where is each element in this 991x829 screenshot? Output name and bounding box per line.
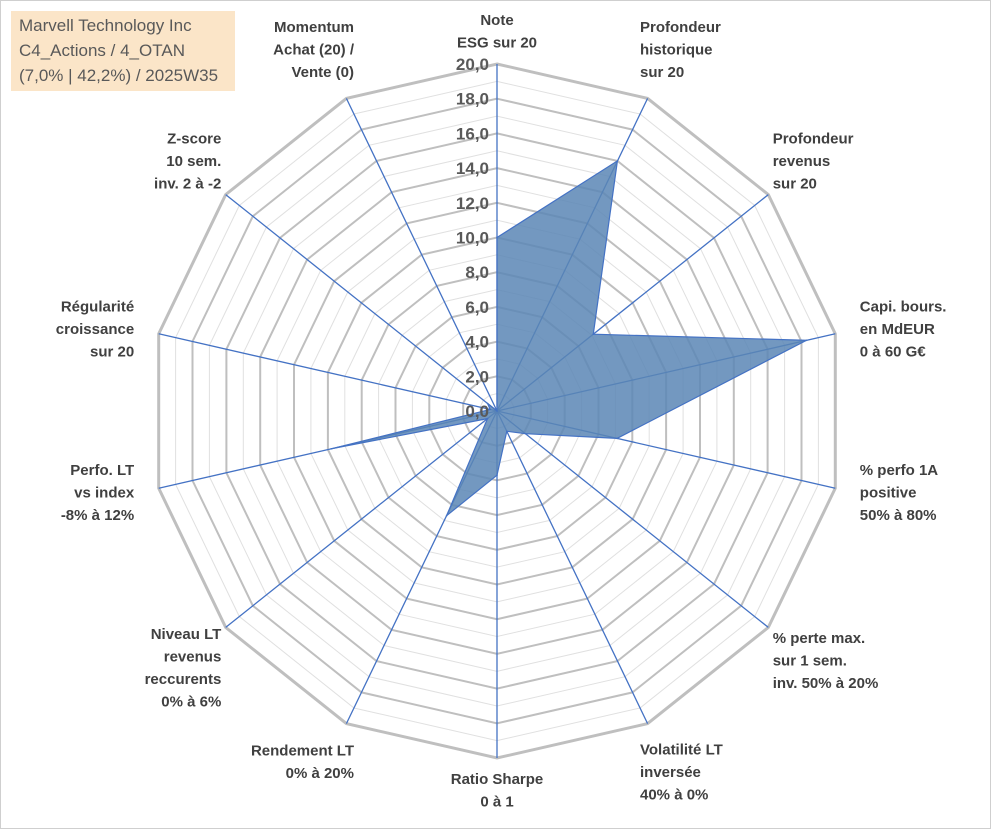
axis-label: Régularité croissance sur 20 bbox=[56, 299, 134, 361]
data-point bbox=[592, 333, 595, 336]
axis-label-line: sur 20 bbox=[640, 64, 684, 81]
axis-labels: Note ESG sur 20 Profondeur historique sur 20… bbox=[56, 12, 947, 811]
axis-label-line: Volatilité LT bbox=[640, 741, 723, 758]
chart-title-box: Marvell Technology Inc C4_Actions / 4_OT… bbox=[11, 11, 235, 91]
axis-label-line: Profondeur bbox=[640, 19, 721, 36]
axis-label-line: 0 à 1 bbox=[480, 794, 513, 811]
axis-label-line: Achat (20) / bbox=[273, 42, 355, 59]
axis-label-line: Perfo. LT bbox=[70, 462, 134, 479]
data-point bbox=[506, 430, 508, 433]
axis-label-line: Ratio Sharpe bbox=[451, 771, 544, 788]
axis-label-line: inv. 50% à 20% bbox=[773, 675, 879, 692]
axis-label-line: inv. 2 à -2 bbox=[154, 175, 221, 192]
title-line-2: C4_Actions / 4_OTAN bbox=[19, 41, 185, 60]
tick-label: 0,0 bbox=[465, 402, 489, 421]
axis-label-line: revenus bbox=[773, 153, 831, 170]
axis-label-line: positive bbox=[860, 484, 917, 501]
axis-label: Momentum Achat (20) / Vente (0) bbox=[273, 19, 355, 81]
data-point bbox=[496, 236, 498, 239]
tick-label: 8,0 bbox=[465, 263, 489, 282]
axis-label-line: % perte max. bbox=[773, 630, 866, 647]
axis-label: Niveau LT revenus reccurents 0% à 6% bbox=[145, 626, 222, 711]
axis-label-line: sur 1 sem. bbox=[773, 653, 847, 670]
axis-label-line: -8% à 12% bbox=[61, 507, 134, 524]
axis-label-line: 10 sem. bbox=[166, 153, 221, 170]
axis-label-line: inversée bbox=[640, 764, 701, 781]
data-point bbox=[496, 474, 498, 477]
axis-label-line: reccurents bbox=[145, 671, 222, 688]
tick-label: 20,0 bbox=[456, 55, 489, 74]
axis-label-line: Profondeur bbox=[773, 130, 854, 147]
axis-label: Note ESG sur 20 bbox=[457, 12, 537, 52]
data-point bbox=[496, 410, 498, 412]
axis-label: % perfo 1A positive 50% à 80% bbox=[860, 462, 939, 524]
tick-label: 12,0 bbox=[456, 194, 489, 213]
axis-label: Perfo. LT vs index -8% à 12% bbox=[61, 462, 135, 524]
axis-label-line: sur 20 bbox=[90, 344, 134, 361]
axis-label-line: en MdEUR bbox=[860, 321, 935, 338]
axis-label-line: revenus bbox=[164, 648, 222, 665]
axis-label-line: historique bbox=[640, 42, 713, 59]
tick-label: 6,0 bbox=[465, 298, 489, 317]
axis-label-line: Capi. bours. bbox=[860, 299, 947, 316]
axis-label: Profondeur revenus sur 20 bbox=[773, 130, 854, 192]
axis-label: Profondeur historique sur 20 bbox=[640, 19, 721, 81]
axis-label-line: Niveau LT bbox=[151, 626, 222, 643]
axis-spoke bbox=[225, 410, 498, 628]
axis-label-line: 50% à 80% bbox=[860, 507, 937, 524]
data-point bbox=[489, 408, 492, 411]
axis-spoke bbox=[158, 333, 498, 412]
axis-label-line: 40% à 0% bbox=[640, 786, 708, 803]
axis-label: % perte max. sur 1 sem. inv. 50% à 20% bbox=[773, 630, 879, 692]
axis-label-line: Momentum bbox=[274, 19, 354, 36]
title-line-3: (7,0% | 42,2%) / 2025W35 bbox=[19, 66, 219, 85]
axis-label-line: Régularité bbox=[61, 299, 134, 316]
axis-label: Rendement LT 0% à 20% bbox=[251, 742, 354, 782]
axis-label: Volatilité LT inversée 40% à 0% bbox=[640, 741, 723, 803]
axis-label: Z-score 10 sem. inv. 2 à -2 bbox=[154, 130, 221, 192]
tick-label: 18,0 bbox=[456, 90, 489, 109]
axis-label-line: Z-score bbox=[167, 130, 221, 147]
tick-label: 2,0 bbox=[465, 367, 489, 386]
axis-label-line: croissance bbox=[56, 321, 134, 338]
axis-label: Ratio Sharpe 0 à 1 bbox=[451, 771, 544, 811]
data-point bbox=[445, 514, 448, 517]
axis-label-line: 0 à 60 G€ bbox=[860, 344, 927, 361]
data-point bbox=[486, 402, 489, 405]
axis-label-line: 0% à 6% bbox=[161, 693, 221, 710]
series-area bbox=[330, 159, 809, 517]
axis-label-line: Note bbox=[480, 12, 513, 29]
data-point bbox=[330, 448, 333, 450]
data-point bbox=[524, 432, 527, 435]
tick-labels: 0,0 2,0 4,0 6,0 8,0 10,0 12,0 14,0 16,0 18,0 20,0 bbox=[456, 55, 489, 421]
axis-label-line: 0% à 20% bbox=[286, 765, 354, 782]
axis-label-line: % perfo 1A bbox=[860, 462, 939, 479]
tick-label: 4,0 bbox=[465, 333, 489, 352]
title-line-1: Marvell Technology Inc bbox=[19, 16, 192, 35]
axis-label-line: vs index bbox=[74, 484, 135, 501]
tick-label: 10,0 bbox=[456, 229, 489, 248]
data-point bbox=[616, 437, 618, 440]
tick-label: 14,0 bbox=[456, 159, 489, 178]
axis-label-line: Vente (0) bbox=[291, 64, 354, 81]
data-point bbox=[805, 339, 808, 342]
axis-label-line: sur 20 bbox=[773, 175, 817, 192]
axis-spoke bbox=[496, 410, 769, 628]
axis-spoke bbox=[225, 194, 498, 412]
axis-label-line: ESG sur 20 bbox=[457, 35, 537, 52]
data-point bbox=[486, 417, 489, 420]
axis-spoke bbox=[496, 410, 649, 724]
data-point bbox=[616, 160, 619, 162]
tick-label: 16,0 bbox=[456, 124, 489, 143]
axis-label-line: Rendement LT bbox=[251, 742, 354, 759]
axis-spoke bbox=[345, 98, 498, 412]
axis-label: Capi. bours. en MdEUR 0 à 60 G€ bbox=[860, 299, 947, 361]
